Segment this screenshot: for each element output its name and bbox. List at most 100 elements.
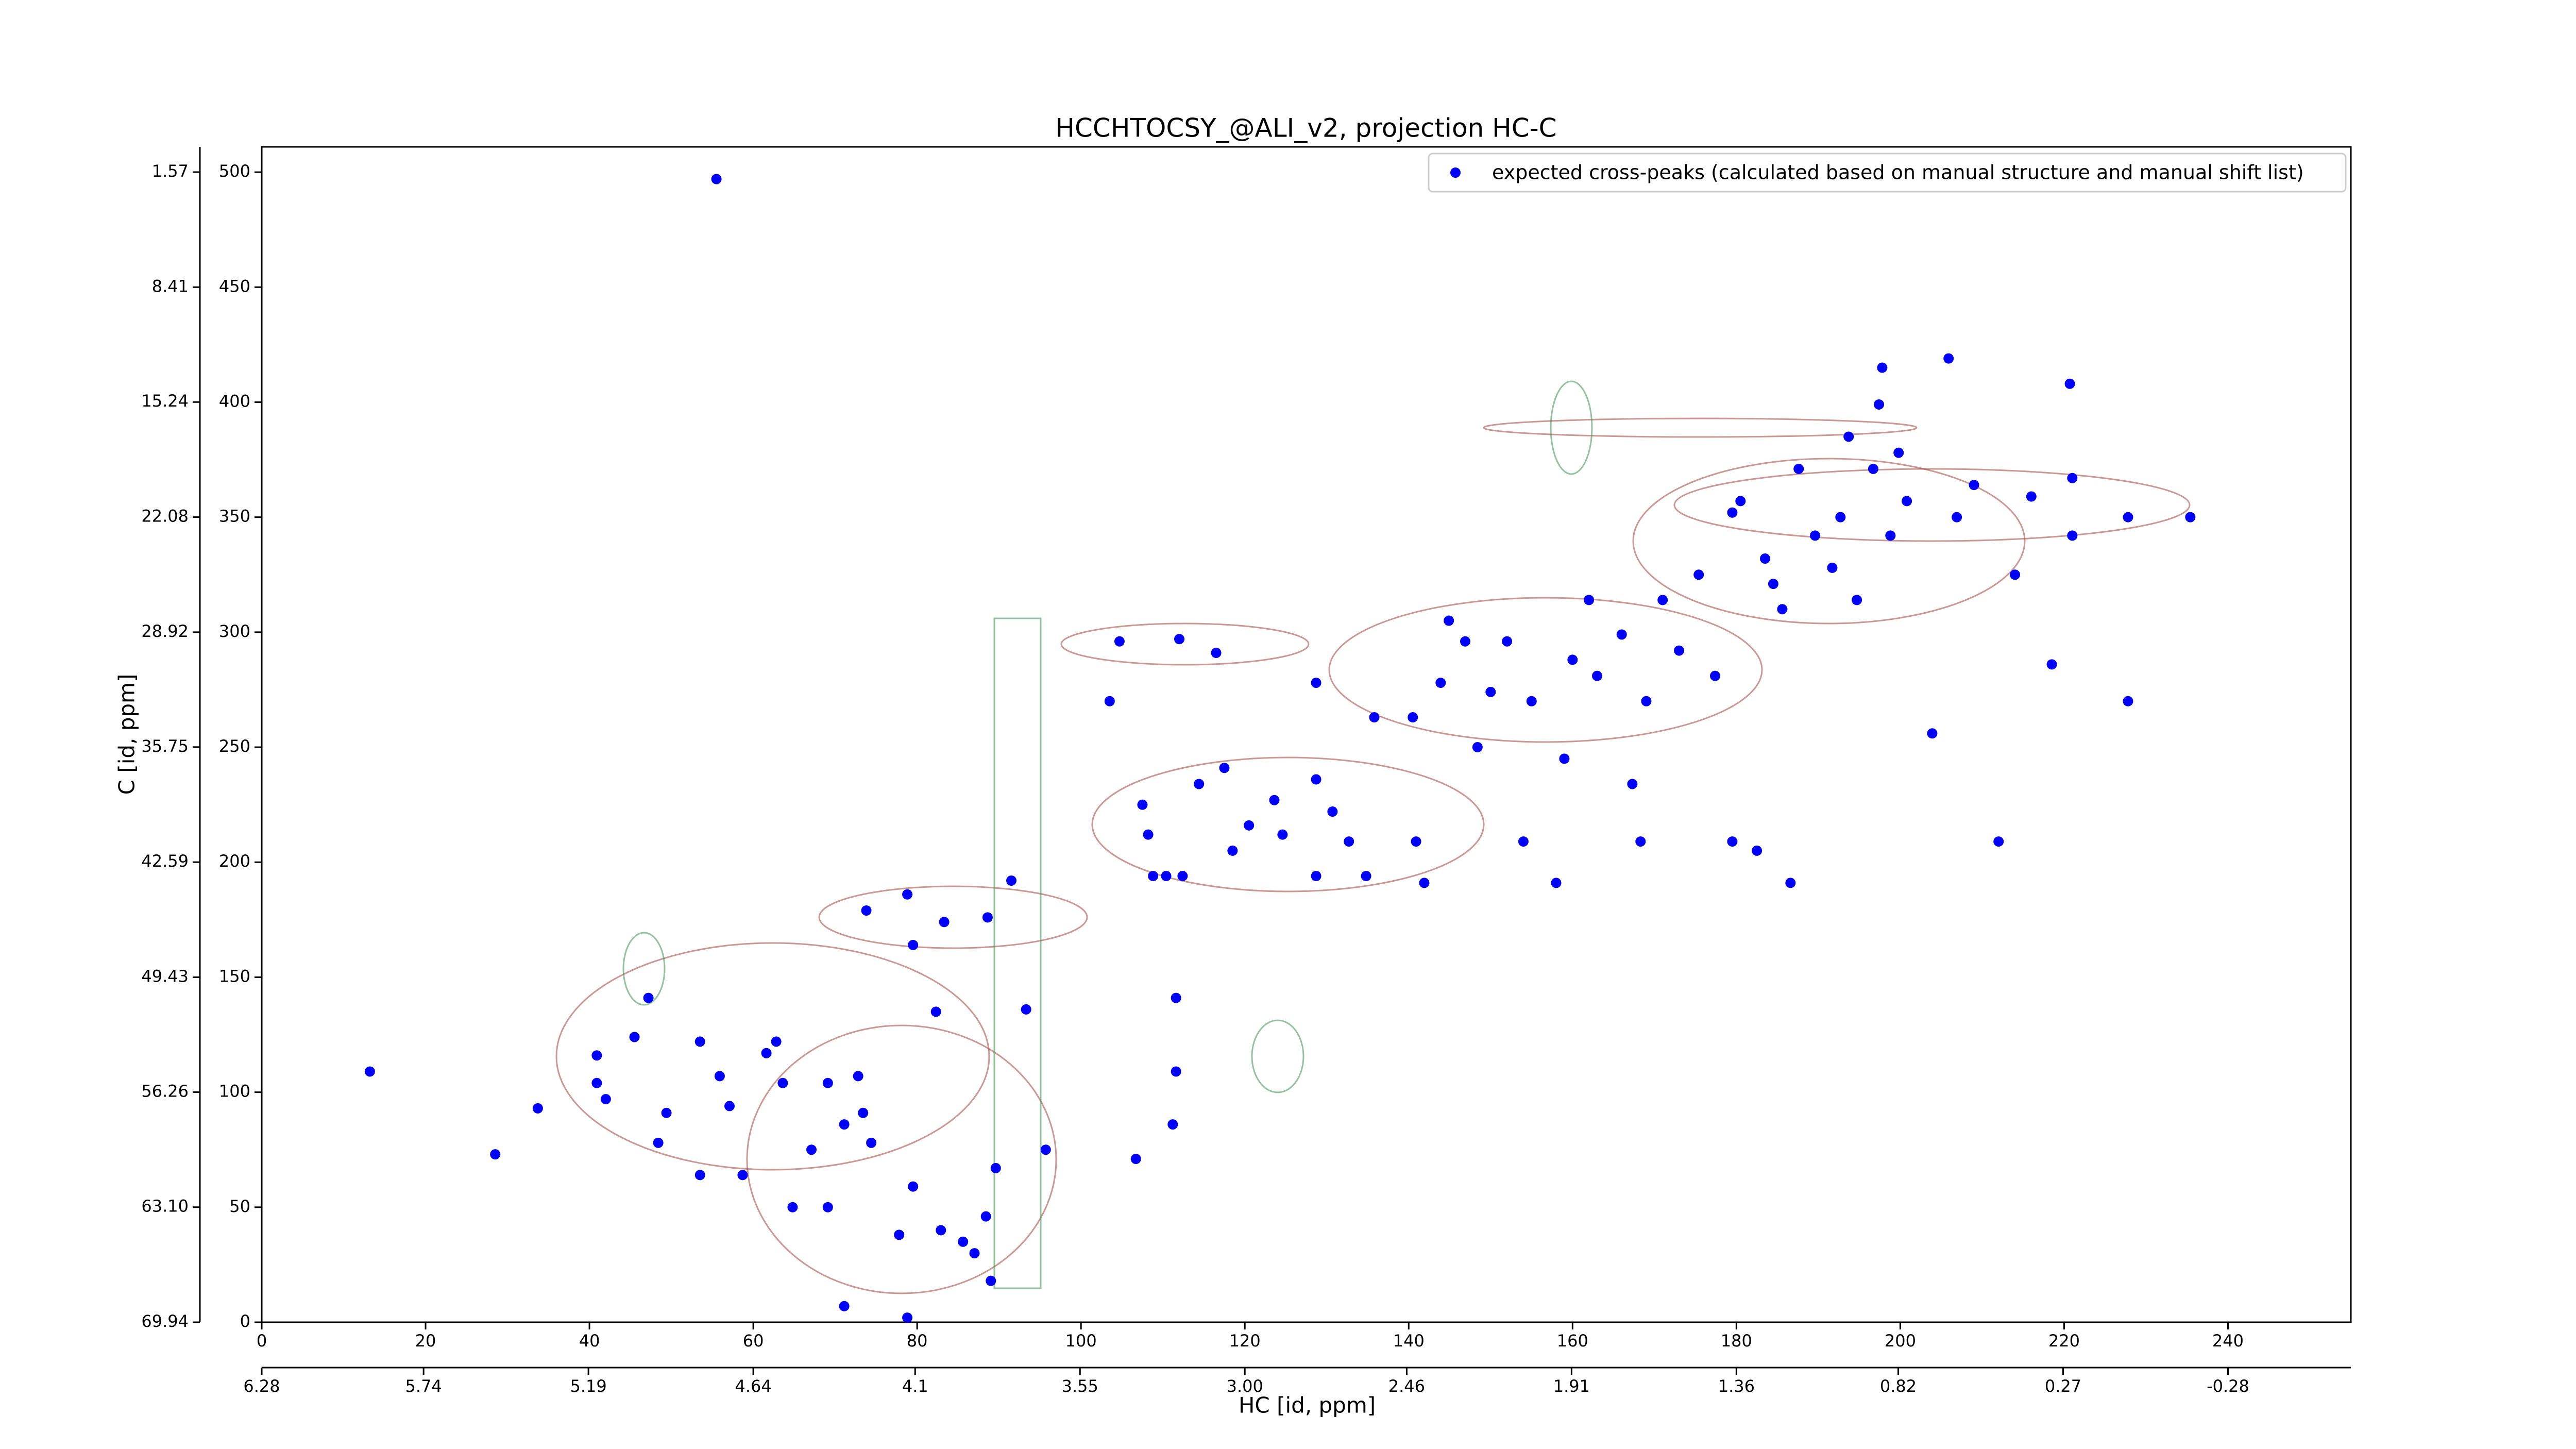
cross-peak — [1311, 678, 1321, 688]
x-tick-label: 80 — [907, 1331, 928, 1351]
cross-peak — [711, 174, 722, 184]
cross-peak — [1627, 779, 1638, 789]
cross-peak — [629, 1032, 640, 1042]
cross-peak — [1211, 648, 1222, 659]
cross-peak — [1460, 636, 1470, 647]
cross-peak — [714, 1071, 725, 1082]
cross-peak — [1843, 431, 1854, 442]
contour — [1060, 622, 1310, 666]
cross-peak — [1927, 728, 1938, 739]
cross-peak — [1502, 636, 1513, 647]
cross-peak — [1171, 992, 1181, 1003]
cross-peak — [2067, 473, 2078, 483]
cross-peak — [1411, 836, 1421, 847]
cross-peak — [1148, 871, 1159, 882]
contour — [1673, 468, 2191, 542]
cross-peak — [1344, 836, 1354, 847]
cross-peak — [2026, 491, 2037, 502]
cross-peak — [643, 992, 654, 1003]
legend-marker — [1450, 167, 1461, 178]
contours — [555, 380, 2191, 1294]
cross-peak — [532, 1103, 543, 1114]
cross-peak — [1885, 530, 1896, 541]
contour — [1091, 756, 1485, 892]
cross-peak — [980, 1211, 991, 1222]
cross-peak — [1877, 362, 1888, 373]
cross-peak — [1852, 595, 1862, 605]
cross-peak — [839, 1301, 850, 1311]
x2-tick-label: 4.64 — [735, 1376, 771, 1396]
cross-peak — [1518, 836, 1529, 847]
contour — [1632, 458, 2026, 625]
y2-tick-label: 22.08 — [141, 507, 189, 526]
cross-peak — [1327, 806, 1338, 817]
cross-peak — [364, 1066, 375, 1077]
x-tick-label: 140 — [1393, 1331, 1425, 1351]
x-tick-label: 20 — [415, 1331, 436, 1351]
cross-peak — [1952, 512, 1962, 523]
cross-peak — [1435, 678, 1446, 688]
cross-peak — [902, 889, 913, 900]
cross-peak — [1194, 779, 1205, 789]
y2-tick-label: 28.92 — [141, 621, 189, 641]
cross-peak — [1727, 836, 1738, 847]
y-tick-label: 450 — [219, 276, 250, 296]
cross-peak — [1735, 496, 1746, 507]
cross-peak — [1227, 845, 1238, 856]
x-tick-label: 220 — [2048, 1331, 2080, 1351]
cross-peak — [822, 1202, 833, 1212]
cross-peak — [858, 1107, 869, 1118]
cross-peak — [930, 1006, 941, 1017]
y2-tick-label: 49.43 — [141, 966, 189, 986]
cross-peak — [1793, 463, 1804, 474]
cross-peak — [1177, 871, 1188, 882]
plot-frame — [261, 146, 2352, 1323]
cross-peak — [1567, 654, 1578, 665]
cross-peak — [1777, 604, 1788, 615]
y-tick-label: 100 — [219, 1082, 250, 1101]
contour — [993, 617, 1042, 1289]
cross-peak — [1311, 871, 1321, 882]
cross-peak — [1635, 836, 1646, 847]
y2-tick-label: 63.10 — [141, 1197, 189, 1216]
x2-tick-label: 5.74 — [405, 1376, 442, 1396]
x2-tick-label: -0.28 — [2207, 1376, 2249, 1396]
cross-peak — [839, 1119, 850, 1130]
x2-tick-label: 4.1 — [902, 1376, 928, 1396]
cross-peak — [1760, 553, 1771, 564]
cross-peak — [1559, 753, 1570, 764]
cross-peak — [1277, 829, 1288, 840]
cross-peak — [1021, 1004, 1031, 1015]
contour — [1328, 597, 1763, 743]
cross-peak — [1785, 878, 1796, 888]
cross-peak — [2067, 530, 2078, 541]
cross-peak — [787, 1202, 798, 1212]
cross-peak — [1768, 579, 1778, 589]
cross-peak — [2123, 512, 2133, 523]
cross-peak — [1641, 696, 1652, 706]
cross-peak — [939, 917, 950, 928]
cross-peak — [1874, 399, 1885, 410]
x-tick-label: 0 — [257, 1331, 267, 1351]
cross-peak — [1592, 670, 1603, 681]
cross-peak — [1674, 645, 1685, 656]
x-axis-label: HC [id, ppm] — [1239, 1393, 1376, 1418]
contour — [622, 932, 666, 1006]
cross-peak — [1969, 480, 1979, 491]
cross-peak — [908, 1181, 919, 1192]
cross-peak — [1693, 569, 1704, 580]
y2-tick-label: 8.41 — [152, 276, 189, 296]
cross-peak — [777, 1077, 788, 1088]
cross-peak — [1551, 878, 1562, 888]
cross-peak — [1485, 686, 1496, 697]
y-tick-label: 150 — [219, 966, 250, 986]
cross-peak — [822, 1077, 833, 1088]
cross-peak — [1472, 742, 1483, 753]
cross-peak — [1419, 878, 1430, 888]
x2-tick-label: 3.55 — [1062, 1376, 1098, 1396]
cross-peak — [1006, 875, 1017, 886]
x2-tick-label: 6.28 — [243, 1376, 280, 1396]
cross-peak — [936, 1225, 946, 1236]
x-tick-label: 60 — [743, 1331, 764, 1351]
